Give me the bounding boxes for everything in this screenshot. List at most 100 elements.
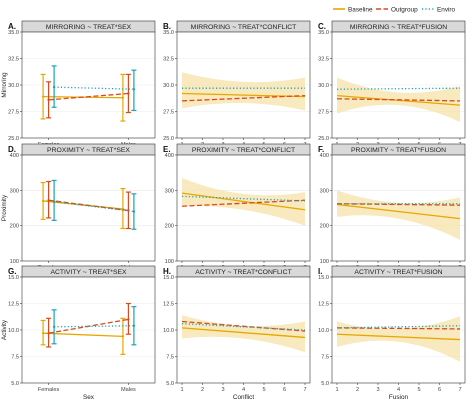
panel-title: PROXIMITY ~ TREAT*CONFLICT: [192, 147, 295, 154]
panel-letter: B.: [163, 22, 171, 31]
panel-i-activity-treat-fusion: I. ACTIVITY ~ TREAT*FUSION 5.0 7.5 10.0 12.5 1…: [318, 265, 466, 401]
point-baseline: [121, 96, 125, 99]
series-line-baseline: [181, 327, 306, 339]
y-tick-label: 100: [320, 259, 329, 265]
series-line-outgroup: [336, 203, 461, 206]
panel-title: PROXIMITY ~ TREAT*SEX: [47, 147, 130, 154]
point-enviro: [52, 325, 56, 329]
point-baseline: [41, 199, 45, 203]
panel-letter: G.: [8, 267, 16, 276]
series-line-baseline: [43, 332, 123, 338]
panel-a-mirroring-treat-sex: A. MIRRORING ~ TREAT*SEX 25.0 27.5 30.0 32.5 3…: [1, 20, 156, 148]
y-tick-label: 10.0: [8, 328, 19, 334]
panel-title: ACTIVITY ~ TREAT*SEX: [50, 269, 127, 276]
panel-b-mirroring-treat-conflict: B. MIRRORING ~ TREAT*CONFLICT 25.0 27.5 30.0…: [163, 20, 311, 148]
y-tick-label: 12.5: [8, 302, 19, 308]
series-line-enviro: [336, 325, 461, 329]
panel-e-proximity-treat-conflict: E. PROXIMITY ~ TREAT*CONFLICT 100 200 300 400…: [163, 143, 311, 271]
x-tick-label: 2: [356, 387, 359, 393]
series-line-outgroup: [181, 94, 306, 102]
x-tick-label: 7: [458, 387, 461, 393]
y-tick-label: 30.0: [8, 83, 19, 89]
panel-border: [331, 154, 466, 262]
point-baseline: [121, 335, 125, 338]
panel-title: MIRRORING ~ TREAT*FUSION: [350, 24, 447, 31]
y-tick-label: 10.0: [318, 328, 329, 334]
y-tick-label: 400: [320, 153, 329, 159]
y-tick-label: 15.0: [163, 275, 174, 281]
y-tick-label: 15.0: [8, 275, 19, 281]
panel-border: [176, 154, 311, 262]
y-axis-title: Proximity: [1, 194, 8, 221]
point-outgroup: [47, 98, 50, 102]
y-tick-label: 7.5: [321, 355, 329, 361]
x-tick-label: 1: [335, 387, 338, 393]
legend-label-outgroup: Outgroup: [391, 6, 418, 13]
y-tick-label: 7.5: [11, 355, 19, 361]
panel-letter: D.: [8, 145, 16, 154]
y-tick-label: 25.0: [318, 136, 329, 142]
series-line-enviro: [336, 87, 461, 90]
series-line-baseline: [336, 203, 461, 220]
y-tick-label: 300: [320, 188, 329, 194]
panel-c-mirroring-treat-fusion: C. MIRRORING ~ TREAT*FUSION 25.0 27.5 30.0 32…: [318, 20, 466, 148]
panel-border: [176, 276, 311, 384]
confidence-band-baseline: [182, 72, 305, 111]
x-tick-label: 7: [303, 387, 306, 393]
x-axis-title: Conflict: [233, 394, 255, 401]
panel-letter: E.: [163, 145, 171, 154]
panel-title: MIRRORING ~ TREAT*CONFLICT: [191, 24, 297, 31]
y-tick-label: 12.5: [318, 302, 329, 308]
point-enviro: [132, 324, 136, 327]
y-tick-label: 5.0: [11, 381, 19, 387]
y-tick-label: 35.0: [318, 30, 329, 36]
y-tick-label: 10.0: [163, 328, 174, 334]
x-axis-title: Sex: [83, 394, 95, 401]
series-line-baseline: [336, 333, 461, 341]
y-tick-label: 300: [10, 188, 19, 194]
y-tick-label: 32.5: [163, 57, 174, 63]
panel-letter: C.: [318, 22, 326, 31]
y-tick-label: 27.5: [8, 110, 19, 116]
x-tick-label: 5: [417, 387, 420, 393]
point-outgroup: [47, 331, 50, 335]
point-outgroup: [47, 199, 50, 202]
y-tick-label: 30.0: [163, 83, 174, 89]
y-tick-label: 300: [165, 188, 174, 194]
y-axis-title: Mirroring: [1, 72, 8, 98]
series-line-outgroup: [181, 199, 306, 207]
point-baseline: [41, 95, 45, 98]
y-tick-label: 12.5: [163, 302, 174, 308]
x-tick-label: 1: [180, 387, 183, 393]
x-tick-label: 2: [201, 387, 204, 393]
panel-border: [21, 31, 156, 139]
series-line-outgroup: [48, 92, 129, 101]
x-tick-label-females: Females: [38, 387, 60, 393]
panel-letter: A.: [8, 22, 16, 31]
confidence-band-baseline: [337, 316, 460, 362]
legend-label-baseline: Baseline: [348, 6, 373, 13]
panels-grid: A. MIRRORING ~ TREAT*SEX25.027.530.032.53…: [1, 20, 466, 401]
y-tick-label: 5.0: [166, 381, 174, 387]
y-tick-label: 400: [165, 153, 174, 159]
point-enviro: [52, 200, 56, 203]
x-tick-label: 4: [242, 387, 245, 393]
y-tick-label: 7.5: [166, 355, 174, 361]
y-tick-label: 35.0: [8, 30, 19, 36]
y-tick-label: 200: [320, 224, 329, 230]
panel-border: [331, 31, 466, 139]
panel-h-activity-treat-conflict: H. ACTIVITY ~ TREAT*CONFLICT 5.0 7.5 10.0 12.…: [163, 265, 311, 401]
point-outgroup: [127, 318, 130, 321]
x-tick-label: 6: [283, 387, 286, 393]
y-tick-label: 100: [165, 259, 174, 265]
x-tick-label-males: Males: [121, 387, 136, 393]
point-enviro: [132, 210, 136, 213]
x-tick-label: 5: [262, 387, 265, 393]
panel-f-proximity-treat-fusion: F.PROXIMITY ~ TREAT*FUSION10020030040012…: [318, 143, 466, 271]
series-line-outgroup: [336, 327, 461, 330]
point-baseline: [41, 331, 45, 335]
y-tick-label: 32.5: [318, 57, 329, 63]
y-axis-title: Activity: [1, 319, 8, 340]
y-tick-label: 25.0: [8, 136, 19, 142]
panel-border: [21, 276, 156, 384]
